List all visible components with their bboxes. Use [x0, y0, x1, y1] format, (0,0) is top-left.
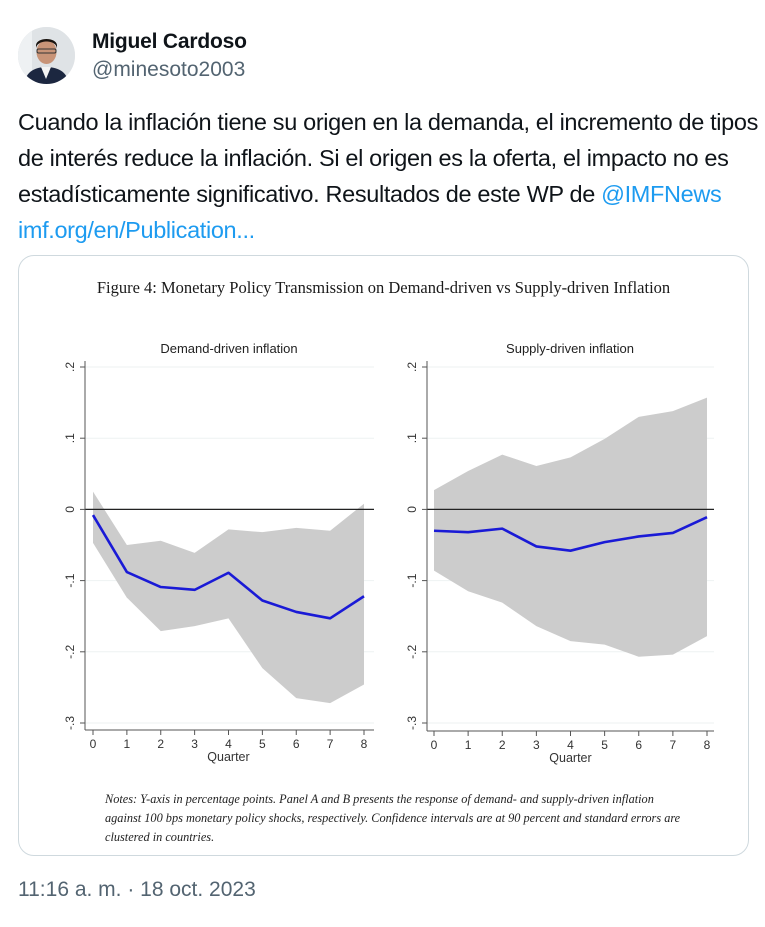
point-estimate-line: [433, 516, 708, 552]
figure-title: Figure 4: Monetary Policy Transmission o…: [96, 278, 671, 297]
x-tick-label: 2: [157, 737, 164, 751]
author-name[interactable]: Miguel Cardoso: [92, 30, 247, 53]
x-tick-label: 8: [704, 738, 711, 752]
y-tick-label: .1: [63, 433, 77, 443]
panel-supply: -.3 -.2 -.1 0 .1 .2 0 1 2 3 4 5 6 7 8 Quarter Supply-dri…: [405, 341, 714, 765]
x-tick-label: 6: [635, 738, 642, 752]
x-tick-label: 0: [90, 737, 97, 751]
y-tick-label: -.3: [63, 716, 77, 730]
x-tick-label: 5: [601, 738, 608, 752]
tweet-text: Cuando la inflación tiene su origen en l…: [18, 104, 758, 248]
y-tick-label: -.3: [405, 716, 419, 730]
timestamp[interactable]: 11:16 a. m. · 18 oct. 2023: [18, 878, 256, 901]
y-tick-label: .1: [405, 433, 419, 443]
x-tick-label: 8: [361, 737, 368, 751]
x-tick-label: 2: [499, 738, 506, 752]
x-tick-label: 4: [567, 738, 574, 752]
y-tick-label: 0: [63, 506, 77, 513]
url-link[interactable]: imf.org/en/Publication...: [18, 217, 255, 243]
tweet-body: Cuando la inflación tiene su origen en l…: [18, 109, 759, 207]
x-tick-label: 0: [431, 738, 438, 752]
x-tick-label: 3: [533, 738, 540, 752]
mention-link[interactable]: @IMFNews: [601, 181, 722, 207]
y-tick-label: .2: [405, 362, 419, 372]
x-axis-title: Quarter: [207, 750, 249, 764]
y-tick-label: -.1: [405, 573, 419, 587]
x-tick-label: 1: [465, 738, 472, 752]
y-tick-label: .2: [63, 362, 77, 372]
x-tick-label: 6: [293, 737, 300, 751]
author-handle[interactable]: @minesoto2003: [92, 58, 246, 81]
charts: -.3 -.2 -.1 0 .1 .2 0 1 2 3 4 5 6 7 8 Quarter Demand-dri…: [63, 341, 714, 765]
confidence-band: [434, 397, 707, 657]
y-tick-label: -.1: [63, 573, 77, 587]
media-card[interactable]: Figure 4: Monetary Policy Transmission o…: [18, 255, 749, 856]
x-tick-label: 5: [259, 737, 266, 751]
panel-title: Demand-driven inflation: [160, 341, 297, 356]
x-tick-label: 7: [670, 738, 677, 752]
point-estimate-line: [91, 514, 365, 620]
x-tick-label: 7: [327, 737, 334, 751]
avatar[interactable]: [18, 27, 75, 84]
panel-title: Supply-driven inflation: [506, 341, 634, 356]
y-tick-label: -.2: [63, 644, 77, 658]
y-tick-label: -.2: [405, 644, 419, 658]
y-tick-label: 0: [405, 506, 419, 513]
x-tick-label: 4: [225, 737, 232, 751]
user-avatar-icon: [18, 27, 75, 84]
figure-notes: Notes: Y-axis in percentage points. Pane…: [105, 792, 681, 844]
confidence-band: [93, 491, 364, 704]
panel-demand: -.3 -.2 -.1 0 .1 .2 0 1 2 3 4 5 6 7 8 Quarter Demand-dri…: [63, 341, 374, 764]
x-axis-title: Quarter: [549, 751, 591, 765]
x-tick-label: 1: [124, 737, 131, 751]
x-tick-label: 3: [191, 737, 198, 751]
